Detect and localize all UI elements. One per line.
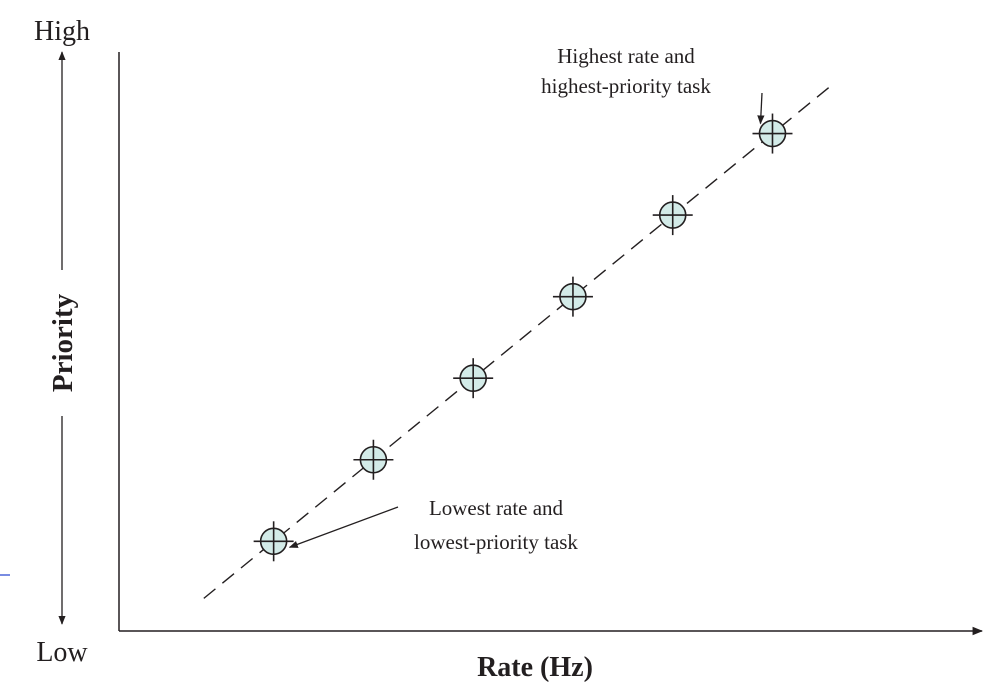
y-axis-title: Priority [47,293,79,392]
data-points [253,113,793,562]
data-point-3 [453,358,494,399]
trend-line [203,84,833,599]
data-point-5 [652,195,693,236]
data-point-4 [552,276,593,317]
annotation-lowest-arrow [288,506,399,548]
y-axis-high-label: High [34,16,90,47]
annotation-highest-arrow [757,92,765,125]
x-axis-title: Rate (Hz) [477,652,593,682]
annotation-lowest: Lowest rate and lowest-priority task [288,496,578,554]
annotation-lowest-line2: lowest-priority task [414,530,578,554]
annotation-highest: Highest rate and highest-priority task [541,44,765,125]
axes [118,52,984,636]
annotation-lowest-line1: Lowest rate and [429,496,564,520]
annotation-highest-line1: Highest rate and [557,44,695,68]
data-point-6 [752,113,793,154]
annotation-highest-line2: highest-priority task [541,74,711,98]
data-point-1 [253,521,294,562]
data-point-2 [353,439,394,480]
y-axis-low-label: Low [36,637,88,668]
